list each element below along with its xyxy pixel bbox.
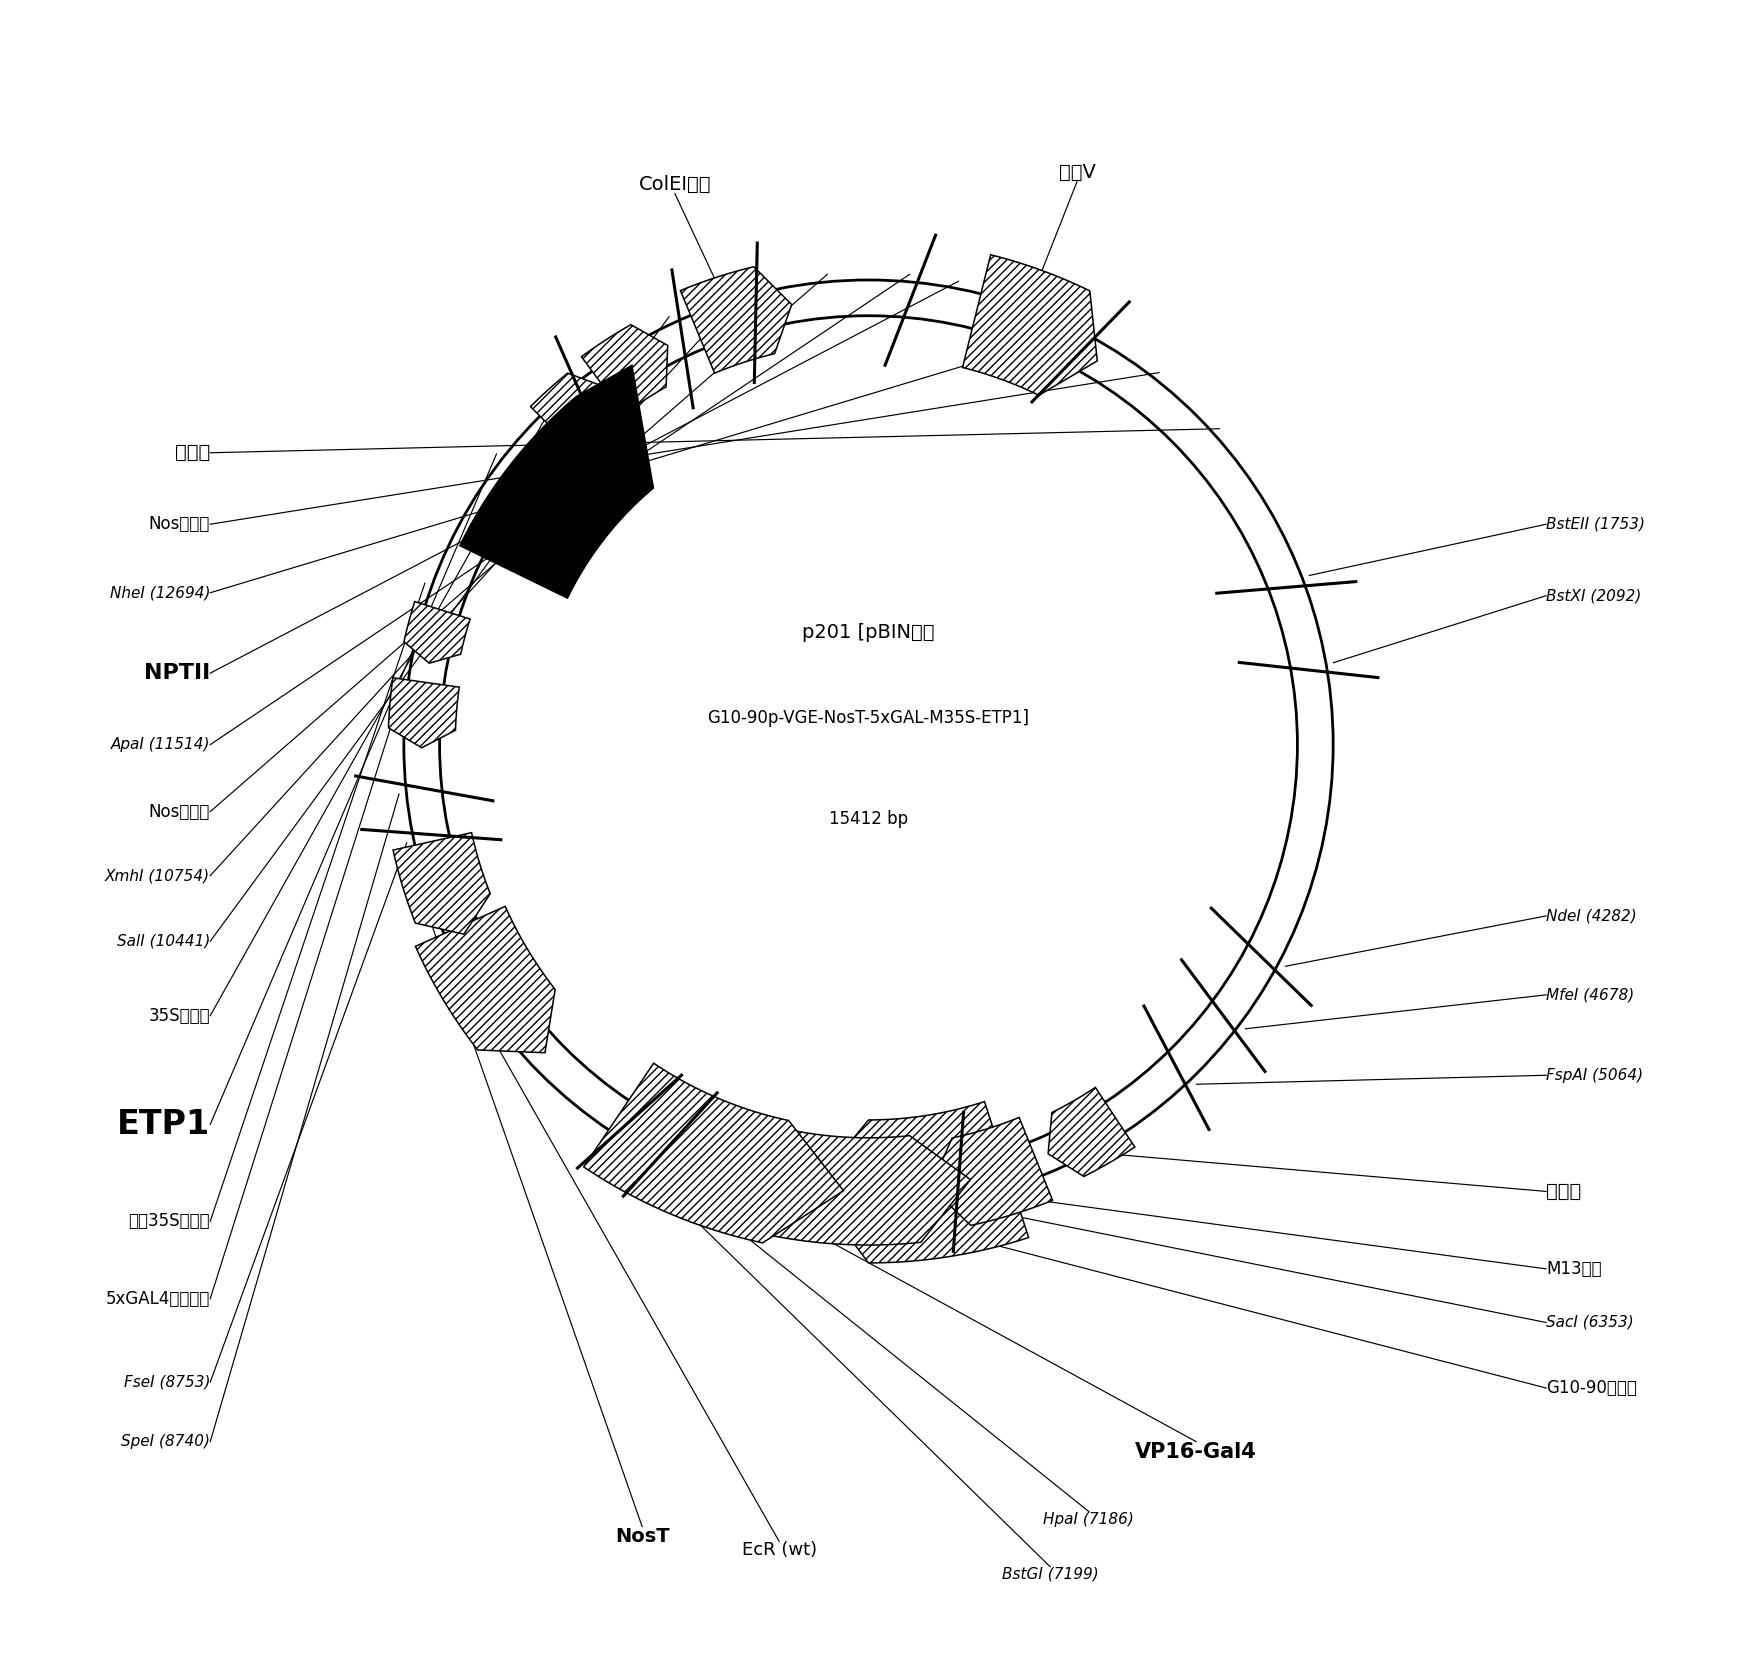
Text: ETP1: ETP1	[116, 1108, 210, 1141]
Polygon shape	[460, 365, 653, 597]
Polygon shape	[931, 1118, 1053, 1226]
Text: Nos启动子: Nos启动子	[149, 515, 210, 534]
Polygon shape	[962, 255, 1098, 395]
Text: M13起点: M13起点	[1546, 1259, 1602, 1278]
Polygon shape	[766, 1148, 855, 1229]
Text: BstEII (1753): BstEII (1753)	[1546, 517, 1645, 532]
Text: BstXI (2092): BstXI (2092)	[1546, 589, 1641, 604]
Text: HpaI (7186): HpaI (7186)	[1044, 1511, 1134, 1526]
Text: NdeI (4282): NdeI (4282)	[1546, 909, 1636, 924]
Text: EcR (wt): EcR (wt)	[742, 1541, 816, 1560]
Text: 最小35S启动子: 最小35S启动子	[129, 1213, 210, 1231]
Polygon shape	[584, 1063, 844, 1243]
Polygon shape	[415, 906, 556, 1053]
Polygon shape	[389, 677, 459, 747]
Text: NPTII: NPTII	[144, 664, 210, 684]
Text: 右边界: 右边界	[175, 444, 210, 462]
Text: MfeI (4678): MfeI (4678)	[1546, 987, 1635, 1002]
Text: NosT: NosT	[615, 1526, 669, 1546]
Text: FseI (8753): FseI (8753)	[123, 1374, 210, 1389]
Polygon shape	[764, 1129, 971, 1244]
Text: G10-90启动子: G10-90启动子	[1546, 1379, 1636, 1398]
Text: 35S终止子: 35S终止子	[149, 1007, 210, 1024]
Polygon shape	[1047, 1088, 1134, 1176]
Polygon shape	[582, 325, 667, 414]
Text: Nos终止子: Nos终止子	[149, 802, 210, 821]
Text: 15412 bp: 15412 bp	[829, 811, 908, 827]
Polygon shape	[681, 267, 792, 374]
Text: SacI (6353): SacI (6353)	[1546, 1314, 1635, 1329]
Polygon shape	[393, 832, 490, 934]
Text: 左边界: 左边界	[1546, 1183, 1581, 1201]
Text: 起点V: 起点V	[1058, 163, 1096, 182]
Polygon shape	[813, 1101, 1028, 1263]
Text: p201 [pBIN中的: p201 [pBIN中的	[802, 624, 935, 642]
Text: VP16-Gal4: VP16-Gal4	[1136, 1441, 1258, 1461]
Text: ColEI起点: ColEI起点	[639, 175, 710, 193]
Polygon shape	[405, 602, 471, 664]
Text: 5xGAL4效应元件: 5xGAL4效应元件	[106, 1289, 210, 1308]
Text: G10-90p-VGE-NosT-5xGAL-M35S-ETP1]: G10-90p-VGE-NosT-5xGAL-M35S-ETP1]	[707, 709, 1030, 727]
Text: NheI (12694): NheI (12694)	[109, 585, 210, 600]
Text: XmhI (10754): XmhI (10754)	[106, 869, 210, 882]
Text: BstGI (7199): BstGI (7199)	[1002, 1566, 1098, 1581]
Text: FspAI (5064): FspAI (5064)	[1546, 1068, 1643, 1083]
Text: SpeI (8740): SpeI (8740)	[122, 1434, 210, 1449]
Text: SalI (10441): SalI (10441)	[116, 934, 210, 949]
Text: ApaI (11514): ApaI (11514)	[111, 737, 210, 752]
Polygon shape	[959, 1133, 1034, 1211]
Polygon shape	[530, 374, 606, 450]
